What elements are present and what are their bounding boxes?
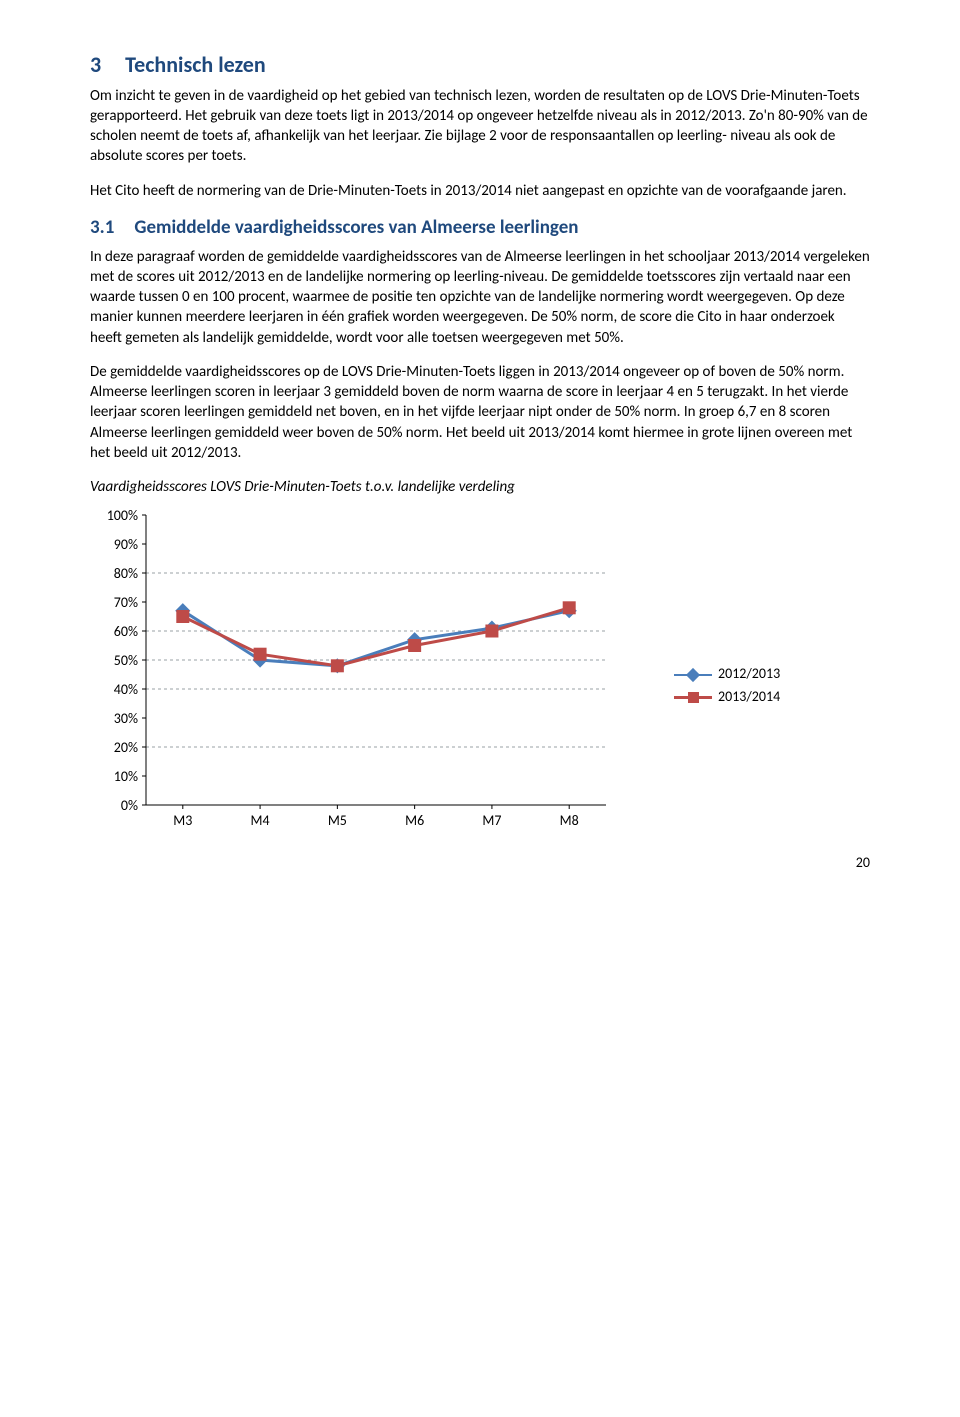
svg-text:30%: 30% <box>114 710 138 727</box>
legend-marker-icon <box>674 691 712 705</box>
svg-text:0%: 0% <box>121 797 138 814</box>
legend-item: 2013/2014 <box>674 688 780 707</box>
svg-text:M8: M8 <box>560 812 579 829</box>
svg-text:M5: M5 <box>328 812 347 829</box>
svg-text:70%: 70% <box>114 594 138 611</box>
chart-plot: 0% 10% 20% 30% 40% 50% 60% 70% 80% 90% 100% M3 M4 M5 M… <box>90 505 630 841</box>
svg-text:100%: 100% <box>107 507 138 524</box>
subsection-paragraph-1: In deze paragraaf worden de gemiddelde v… <box>90 247 870 348</box>
section-number: 3 <box>90 51 101 78</box>
svg-text:40%: 40% <box>114 681 138 698</box>
subsection-number: 3.1 <box>90 216 114 239</box>
svg-text:50%: 50% <box>114 652 138 669</box>
section-paragraph-2: Het Cito heeft de normering van de Drie-… <box>90 181 870 201</box>
svg-text:M3: M3 <box>173 812 192 829</box>
svg-text:60%: 60% <box>114 623 138 640</box>
chart-container: 0% 10% 20% 30% 40% 50% 60% 70% 80% 90% 100% M3 M4 M5 M… <box>90 505 870 841</box>
chart-caption: Vaardigheidsscores LOVS Drie-Minuten-Toe… <box>90 477 870 497</box>
legend-item: 2012/2013 <box>674 665 780 684</box>
legend-label: 2013/2014 <box>718 688 780 707</box>
subsection-paragraph-2: De gemiddelde vaardigheidsscores op de L… <box>90 362 870 463</box>
svg-text:20%: 20% <box>114 739 138 756</box>
svg-text:90%: 90% <box>114 536 138 553</box>
svg-text:10%: 10% <box>114 768 138 785</box>
page-number: 20 <box>90 854 870 873</box>
section-title: Technisch lezen <box>125 51 266 78</box>
legend-label: 2012/2013 <box>718 665 780 684</box>
subsection-title: Gemiddelde vaardigheidsscores van Almeer… <box>134 216 578 239</box>
line-chart-svg: 0% 10% 20% 30% 40% 50% 60% 70% 80% 90% 100% M3 M4 M5 M… <box>90 505 630 835</box>
section-paragraph-1: Om inzicht te geven in de vaardigheid op… <box>90 86 870 167</box>
subsection-heading: 3.1 Gemiddelde vaardigheidsscores van Alm… <box>90 215 870 241</box>
chart-legend: 2012/2013 2013/2014 <box>674 665 780 711</box>
svg-text:M6: M6 <box>405 812 424 829</box>
svg-text:M4: M4 <box>251 812 270 829</box>
legend-marker-icon <box>674 668 712 682</box>
section-heading: 3 Technisch lezen <box>90 50 870 80</box>
svg-text:M7: M7 <box>482 812 501 829</box>
svg-text:80%: 80% <box>114 565 138 582</box>
